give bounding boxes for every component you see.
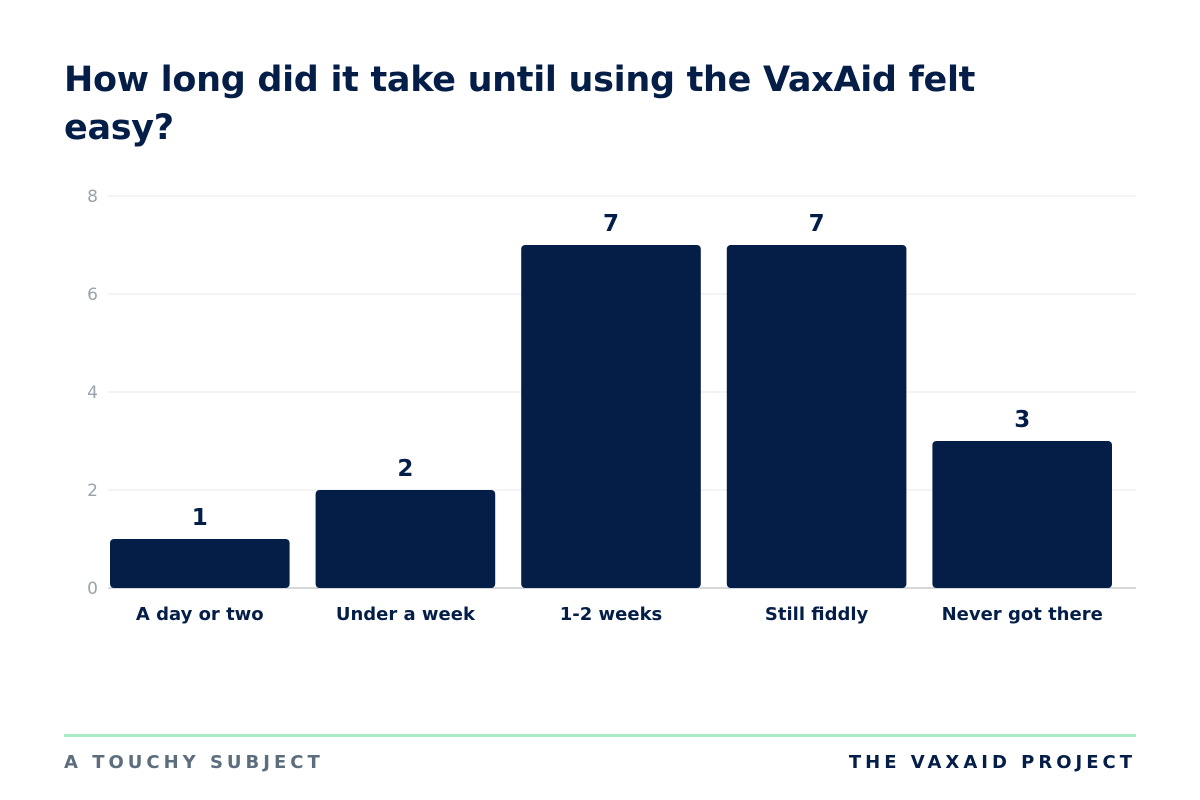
x-category-label: Never got there xyxy=(942,604,1103,625)
bar xyxy=(521,245,701,588)
footer-divider xyxy=(64,734,1136,737)
bar xyxy=(726,245,907,588)
y-tick-label: 2 xyxy=(87,481,98,501)
y-tick-label: 0 xyxy=(87,579,98,599)
bar xyxy=(110,539,290,588)
x-category-label: Still fiddly xyxy=(765,604,869,625)
bar-value-label: 2 xyxy=(397,456,413,482)
bar-value-label: 7 xyxy=(809,211,825,237)
x-category-label: A day or two xyxy=(136,604,264,625)
x-category-label: 1-2 weeks xyxy=(560,604,663,625)
footer-left-label: A TOUCHY SUBJECT xyxy=(64,752,324,773)
bar xyxy=(932,441,1112,588)
bar-value-label: 7 xyxy=(603,211,619,237)
bar xyxy=(315,490,496,588)
bar-value-label: 3 xyxy=(1014,407,1030,433)
y-tick-label: 8 xyxy=(87,187,98,207)
chart-title: How long did it take until using the Vax… xyxy=(64,60,976,148)
y-tick-label: 6 xyxy=(87,285,98,305)
y-tick-label: 4 xyxy=(87,383,98,403)
bar-value-label: 1 xyxy=(192,505,208,531)
footer-right-label: THE VAXAID PROJECT xyxy=(848,752,1136,773)
x-category-label: Under a week xyxy=(336,604,476,625)
